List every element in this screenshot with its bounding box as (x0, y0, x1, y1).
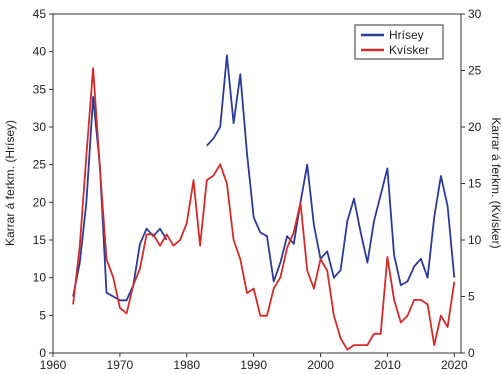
y-axis-label-left: Karrar á ferkm. (Hrísey) (3, 120, 17, 246)
legend-label-kvisker: Kvísker (389, 43, 429, 57)
y-left-tick-label: 0 (39, 346, 46, 360)
legend-box (354, 24, 444, 60)
y-left-tick-label: 25 (33, 158, 47, 172)
series-layer (72, 54, 456, 351)
y-right-tick-label: 10 (468, 233, 482, 247)
legend: Hrísey Kvísker (354, 24, 444, 60)
y-left-tick-label: 30 (33, 120, 47, 134)
series-line-hrisey (72, 96, 168, 302)
x-tick-label: 1980 (173, 358, 200, 372)
ticks-layer: 1960 1970 1980 1990 2000 2010 2020051015202530… (33, 7, 482, 372)
y-right-tick-label: 30 (468, 7, 482, 21)
x-tick-label: 2010 (374, 358, 401, 372)
y-left-tick-label: 15 (33, 233, 47, 247)
x-tick-label: 1970 (107, 358, 134, 372)
y-right-tick-label: 5 (468, 290, 475, 304)
y-left-tick-label: 10 (33, 271, 47, 285)
series-line-hrisey (206, 54, 456, 287)
series-line-kvisker (72, 67, 456, 351)
y-left-tick-label: 40 (33, 45, 47, 59)
x-tick-label: 2020 (441, 358, 468, 372)
x-tick-label: 1960 (40, 358, 67, 372)
y-right-tick-label: 15 (468, 177, 482, 191)
legend-label-hrisey: Hrísey (389, 28, 424, 42)
y-left-tick-label: 45 (33, 7, 47, 21)
y-left-tick-label: 5 (39, 308, 46, 322)
y-right-tick-label: 25 (468, 64, 482, 78)
x-tick-label: 1990 (240, 358, 267, 372)
y-axis-label-right: Karrar á ferkm. (Kvísker) (489, 117, 502, 248)
plot-frame (52, 13, 462, 354)
y-right-tick-label: 0 (468, 346, 475, 360)
y-left-tick-label: 20 (33, 195, 47, 209)
y-right-tick-label: 20 (468, 120, 482, 134)
x-tick-label: 2000 (307, 358, 334, 372)
y-left-tick-label: 35 (33, 82, 47, 96)
